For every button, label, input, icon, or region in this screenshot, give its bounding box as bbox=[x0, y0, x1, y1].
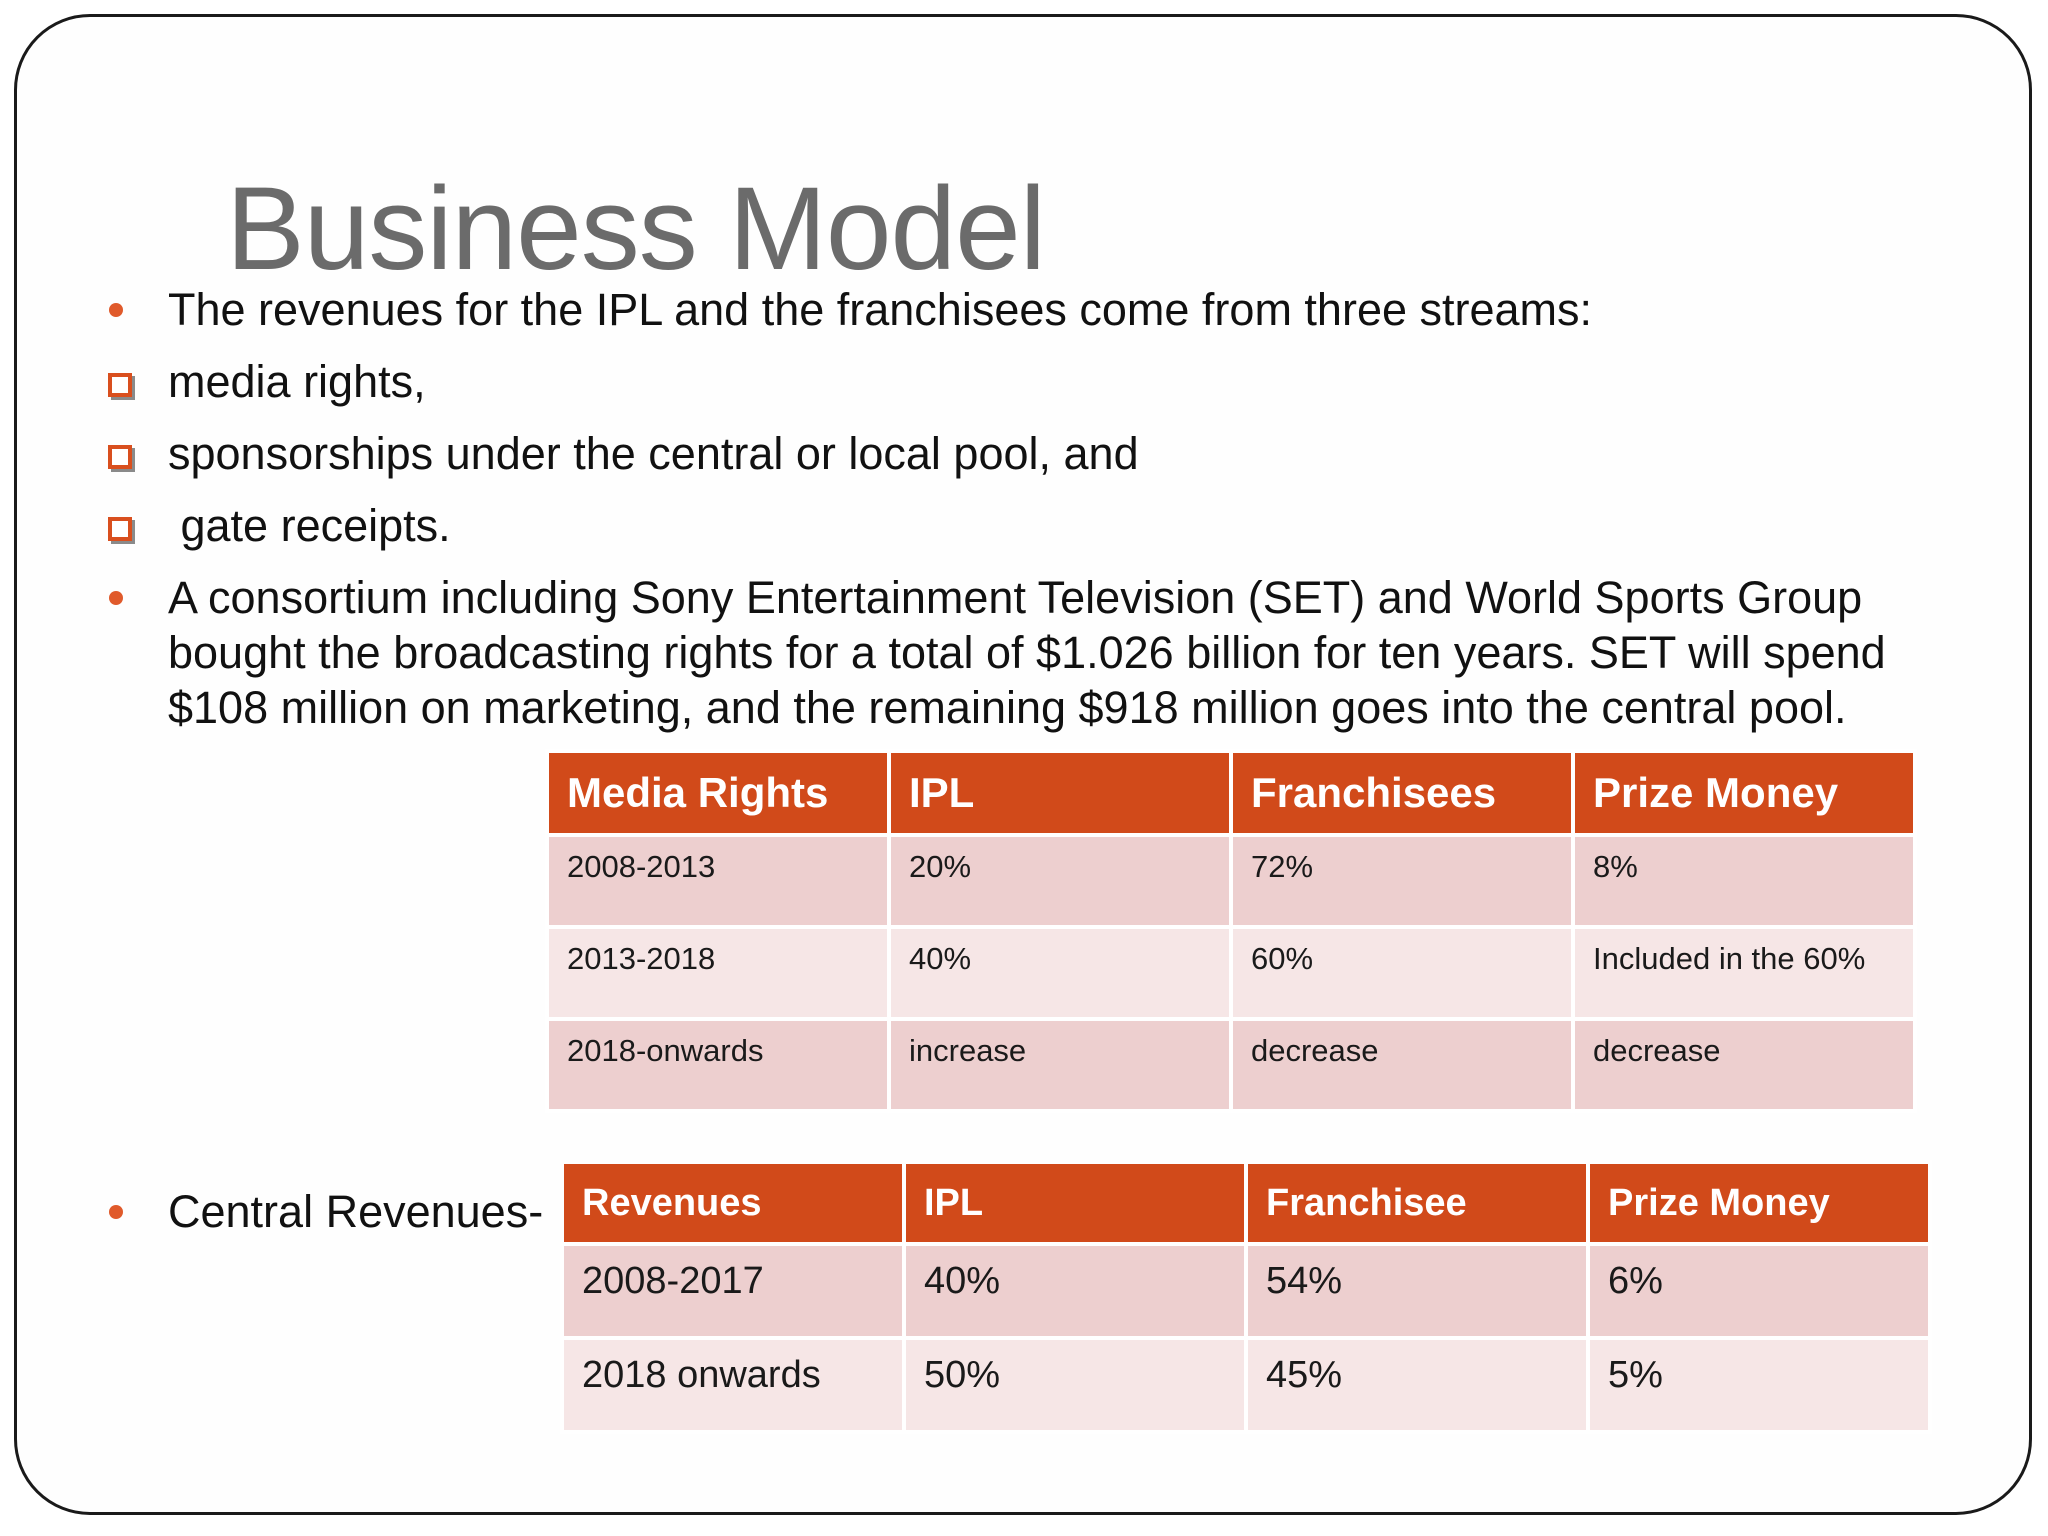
header-cell-prize-money: Prize Money bbox=[1571, 749, 1917, 837]
header-cell-revenues: Revenues bbox=[560, 1160, 906, 1246]
table-row: 2018-onwards increase decrease decrease bbox=[545, 1017, 1917, 1113]
media-rights-table: Media Rights IPL Franchisees Prize Money… bbox=[545, 749, 1917, 1113]
table-cell: 2018 onwards bbox=[560, 1336, 906, 1434]
table-cell: 60% bbox=[1229, 925, 1575, 1021]
bullet-text: A consortium including Sony Entertainmen… bbox=[168, 572, 1886, 733]
slide-title: Business Model bbox=[226, 163, 1046, 295]
table-cell: 20% bbox=[887, 833, 1233, 929]
bullet-text: gate receipts. bbox=[168, 500, 451, 551]
table-header-row: Media Rights IPL Franchisees Prize Money bbox=[545, 749, 1917, 837]
table-row: 2013-2018 40% 60% Included in the 60% bbox=[545, 925, 1917, 1021]
table-header-row: Revenues IPL Franchisee Prize Money bbox=[560, 1160, 1932, 1246]
table-cell: 72% bbox=[1229, 833, 1575, 929]
table-cell: increase bbox=[887, 1017, 1233, 1113]
table-row: 2008-2013 20% 72% 8% bbox=[545, 833, 1917, 929]
bullet-item-gate-receipts: gate receipts. bbox=[100, 498, 1960, 553]
table-cell: 6% bbox=[1586, 1242, 1932, 1340]
table-cell: 2008-2017 bbox=[560, 1242, 906, 1340]
table-cell: decrease bbox=[1229, 1017, 1575, 1113]
bullet-list: The revenues for the IPL and the franchi… bbox=[100, 282, 1960, 752]
header-cell-prize-money: Prize Money bbox=[1586, 1160, 1932, 1246]
table-cell: 40% bbox=[902, 1242, 1248, 1340]
table-cell: 8% bbox=[1571, 833, 1917, 929]
central-revenues-label: Central Revenues- bbox=[100, 1184, 543, 1239]
table-cell: decrease bbox=[1571, 1017, 1917, 1113]
central-revenues-table: Revenues IPL Franchisee Prize Money 2008… bbox=[560, 1160, 1932, 1434]
table-cell: 50% bbox=[902, 1336, 1248, 1434]
bullet-item-revenue-streams: The revenues for the IPL and the franchi… bbox=[100, 282, 1960, 337]
table-cell: 54% bbox=[1244, 1242, 1590, 1340]
table-cell: 5% bbox=[1586, 1336, 1932, 1434]
bullet-item-media-rights: media rights, bbox=[100, 354, 1960, 409]
bullet-text: media rights, bbox=[168, 356, 426, 407]
table-cell: Included in the 60% bbox=[1571, 925, 1917, 1021]
table-cell: 40% bbox=[887, 925, 1233, 1021]
header-cell-ipl: IPL bbox=[902, 1160, 1248, 1246]
header-cell-franchisee: Franchisee bbox=[1244, 1160, 1590, 1246]
table-cell: 2008-2013 bbox=[545, 833, 891, 929]
header-cell-franchisees: Franchisees bbox=[1229, 749, 1575, 837]
table-cell: 2018-onwards bbox=[545, 1017, 891, 1113]
bullet-item-consortium: A consortium including Sony Entertainmen… bbox=[100, 570, 1960, 735]
table-cell: 2013-2018 bbox=[545, 925, 891, 1021]
table-row: 2018 onwards 50% 45% 5% bbox=[560, 1336, 1932, 1434]
header-cell-ipl: IPL bbox=[887, 749, 1233, 837]
bullet-text: The revenues for the IPL and the franchi… bbox=[168, 284, 1593, 335]
bullet-text: sponsorships under the central or local … bbox=[168, 428, 1139, 479]
bullet-item-sponsorships: sponsorships under the central or local … bbox=[100, 426, 1960, 481]
table-row: 2008-2017 40% 54% 6% bbox=[560, 1242, 1932, 1340]
table-cell: 45% bbox=[1244, 1336, 1590, 1434]
header-cell-media-rights: Media Rights bbox=[545, 749, 891, 837]
